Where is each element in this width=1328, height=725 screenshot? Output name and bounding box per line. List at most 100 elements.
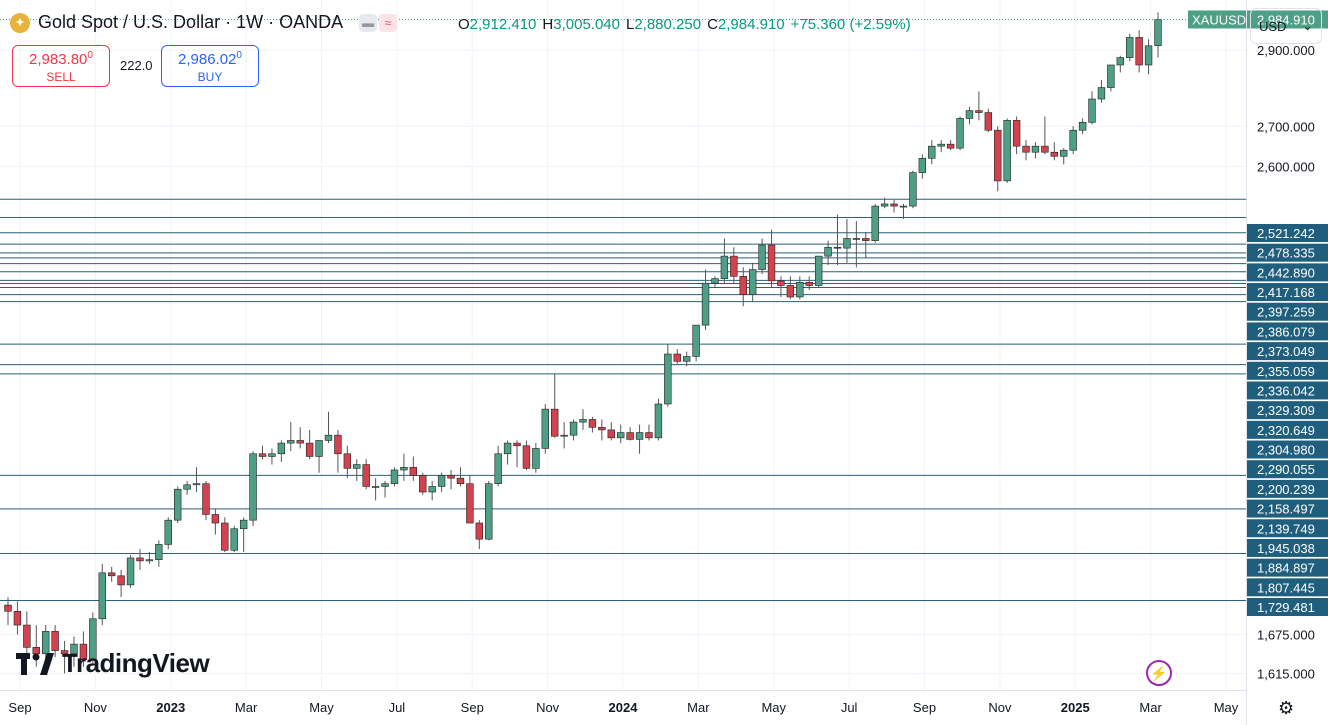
- candle-body: [258, 453, 267, 457]
- level-label: 2,442.890: [1257, 265, 1315, 280]
- candle-body: [513, 442, 521, 447]
- time-tick-label: 2025: [1061, 700, 1090, 715]
- candle-body: [532, 448, 540, 469]
- sell-label: SELL: [46, 70, 76, 84]
- candle-body: [23, 624, 31, 648]
- candle-body: [494, 453, 502, 484]
- candle-body: [843, 238, 851, 249]
- candle-body: [814, 255, 823, 286]
- level-label-bg: [1247, 519, 1328, 538]
- candle-body: [1107, 64, 1115, 88]
- candle-body: [192, 483, 201, 486]
- sell-price-sup: 0: [87, 50, 93, 61]
- support-resistance-lines: [0, 198, 1246, 601]
- candle-body: [833, 246, 842, 249]
- level-label-bg: [1247, 401, 1328, 420]
- time-tick-label: May: [761, 700, 786, 715]
- minus-icon[interactable]: ▬: [359, 13, 378, 32]
- candle-body: [767, 244, 776, 282]
- candle-body: [720, 255, 729, 279]
- time-axis-border: [0, 690, 1246, 691]
- candle-body: [89, 618, 97, 660]
- candle-body: [249, 453, 257, 521]
- candle-body: [98, 572, 106, 620]
- level-label: 2,386.079: [1257, 324, 1315, 339]
- price-axis[interactable]: 2,521.242 2,478.335 2,442.890 2,417.168 2,39…: [1188, 10, 1328, 681]
- indicator-pills[interactable]: ▬ ≈: [359, 13, 398, 32]
- level-label: 1,807.445: [1257, 580, 1315, 595]
- time-tick-label: 2024: [609, 700, 639, 715]
- candle-body: [1041, 145, 1049, 153]
- candle-body: [1050, 151, 1059, 157]
- time-tick-label: Sep: [8, 700, 31, 715]
- candle-body: [664, 353, 672, 405]
- tradingview-logo-icon: [16, 652, 54, 675]
- candle-body: [305, 442, 314, 457]
- level-label-bg: [1247, 342, 1328, 361]
- level-label: 2,336.042: [1257, 383, 1315, 398]
- approx-icon[interactable]: ≈: [379, 13, 398, 32]
- candle-body: [1012, 120, 1021, 147]
- level-label: 2,158.497: [1257, 502, 1315, 517]
- level-label-bg: [1247, 302, 1328, 321]
- candle-body: [456, 477, 465, 484]
- candle-body: [645, 432, 653, 439]
- candle-body: [277, 442, 286, 455]
- candle-body: [70, 643, 78, 655]
- time-axis[interactable]: Sep Nov 2023 Mar May Jul Sep Nov 2024 Mar May Jul Se…: [8, 700, 1238, 715]
- candle-body: [475, 522, 484, 540]
- gear-icon[interactable]: ⚙: [1278, 698, 1295, 718]
- level-label: 2,290.055: [1257, 462, 1315, 477]
- candle-body: [485, 483, 493, 540]
- candle-body: [956, 118, 964, 149]
- candle-body: [211, 514, 220, 524]
- candle-body: [617, 432, 625, 439]
- level-label: 2,320.649: [1257, 423, 1315, 438]
- low-label: L: [625, 16, 635, 33]
- candle-body: [899, 205, 908, 208]
- candle-body: [635, 432, 644, 440]
- level-label: 2,397.259: [1257, 305, 1315, 320]
- time-tick-label: Sep: [913, 700, 936, 715]
- candle-body: [758, 244, 766, 270]
- level-label-bg: [1247, 558, 1328, 577]
- time-tick-label: Nov: [988, 700, 1012, 715]
- symbol-title[interactable]: Gold Spot / U.S. Dollar · 1W · OANDA: [38, 12, 344, 32]
- ohlc-readout: O2,912.410 H3,005.040 L2,880.250 C2,984.…: [458, 16, 911, 33]
- high-label: H: [542, 16, 554, 33]
- candle-body: [371, 486, 380, 488]
- level-label-bg: [1247, 578, 1328, 597]
- candle-body: [173, 488, 182, 521]
- candle-body: [126, 557, 135, 586]
- candle-body: [588, 419, 597, 428]
- level-label-bg: [1247, 243, 1328, 262]
- candle-body: [1060, 149, 1068, 157]
- sell-button[interactable]: 2,983.800 SELL: [12, 45, 110, 87]
- candle-body: [4, 604, 12, 612]
- candle-body: [918, 157, 927, 173]
- candle-body: [946, 143, 955, 149]
- candle-body: [579, 419, 587, 423]
- close-label: C: [707, 16, 718, 33]
- level-label-bg: [1247, 460, 1328, 479]
- last-price-text: 2,984.910: [1257, 12, 1315, 27]
- buy-button[interactable]: 2,986.020 BUY: [161, 45, 259, 87]
- candle-body: [287, 440, 295, 444]
- candle-body: [880, 203, 889, 207]
- candle-body: [447, 475, 455, 479]
- candle-body: [107, 572, 116, 577]
- time-tick-label: Nov: [536, 700, 560, 715]
- candle-body: [522, 445, 531, 469]
- candle-body: [183, 484, 191, 490]
- level-label: 2,200.239: [1257, 482, 1315, 497]
- currency-select[interactable]: USD ⌄: [1250, 8, 1322, 44]
- candle-body: [409, 466, 418, 476]
- candle-body: [682, 356, 691, 362]
- lightning-icon[interactable]: ⚡: [1146, 660, 1172, 686]
- candle-body: [1069, 129, 1077, 151]
- level-label-bg: [1247, 538, 1328, 557]
- candle-body: [334, 434, 342, 455]
- candle-body: [155, 544, 163, 561]
- time-tick-label: Mar: [1139, 700, 1162, 715]
